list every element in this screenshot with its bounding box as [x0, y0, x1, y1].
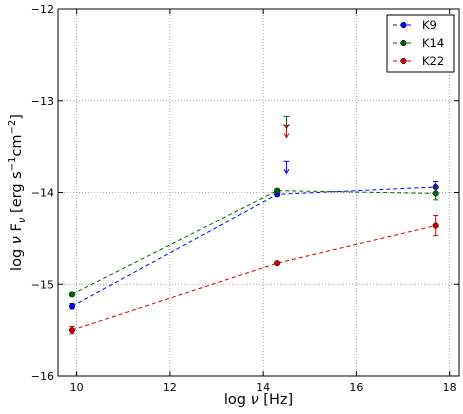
legend-label: K22	[422, 54, 444, 68]
series-line	[71, 225, 436, 331]
series-k22	[68, 125, 439, 335]
legend-entry-k22: K22	[393, 54, 444, 68]
legend-label: K14	[422, 36, 444, 50]
axis-ticks: 10 12 14 16 18 −16 −15 −14 −13 −12	[31, 3, 459, 394]
data-point	[274, 260, 281, 267]
legend-entry-k9: K9	[393, 18, 437, 32]
y-axis-label: log ν Fν [erg s−1cm−2]	[7, 114, 28, 271]
y-tick-label: −13	[31, 95, 54, 108]
legend-entry-k14: K14	[393, 36, 444, 50]
upper-limit-arrowhead	[283, 169, 290, 175]
legend-entries: K9 K14 K22	[393, 18, 444, 68]
legend-label: K9	[422, 18, 437, 32]
data-point	[68, 303, 76, 310]
x-tick-label: 16	[349, 381, 363, 394]
legend-marker	[400, 57, 407, 65]
legend-box	[386, 14, 455, 73]
data-point	[68, 291, 76, 298]
series-k14	[68, 115, 439, 298]
y-tick-label: −14	[31, 187, 54, 200]
data-point	[432, 190, 439, 197]
legend-marker	[400, 39, 407, 47]
y-tick-label: −16	[31, 370, 54, 383]
data-point	[68, 327, 76, 334]
series-group	[68, 115, 439, 335]
legend: K9 K14 K22	[386, 14, 455, 73]
x-tick-label: 14	[256, 381, 270, 394]
y-tick-label: −15	[31, 278, 54, 291]
legend-marker	[400, 21, 407, 29]
y-tick-label: −12	[31, 3, 54, 16]
x-tick-label: 12	[163, 381, 177, 394]
data-point	[432, 222, 439, 229]
x-tick-label: 18	[443, 381, 457, 394]
x-axis-label: log ν [Hz]	[224, 392, 293, 408]
x-tick-label: 10	[70, 381, 84, 394]
series-k9	[68, 160, 439, 310]
upper-limit-arrowhead	[283, 133, 290, 139]
data-point	[274, 187, 281, 194]
